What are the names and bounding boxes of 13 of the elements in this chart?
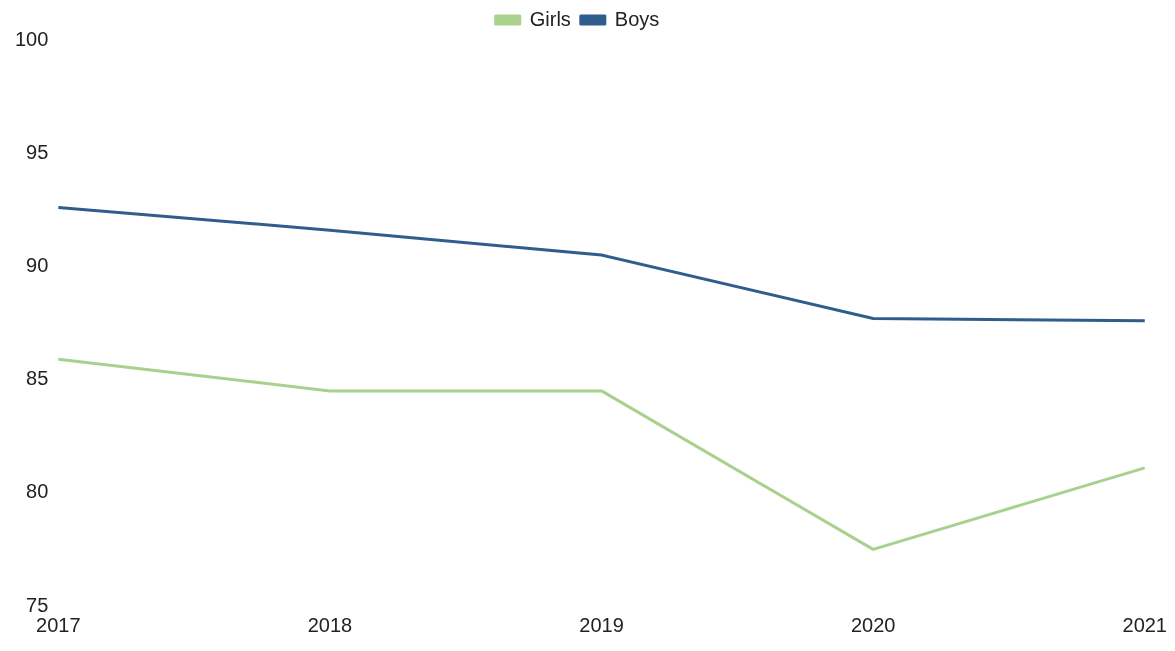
- legend-label: Boys: [614, 7, 660, 30]
- y-tick-label: 85: [26, 367, 49, 390]
- y-tick-label: 75: [26, 593, 49, 616]
- y-tick-label: 80: [26, 480, 49, 503]
- y-tick-label: 100: [14, 27, 49, 50]
- y-tick-label: 90: [26, 253, 49, 276]
- x-tick-label: 2018: [307, 613, 353, 636]
- legend-label: Girls: [529, 7, 571, 30]
- y-tick-label: 95: [26, 140, 49, 163]
- x-tick-label: 2020: [850, 613, 896, 636]
- x-tick-label: 2017: [36, 613, 81, 636]
- x-tick-label: 2019: [579, 613, 624, 636]
- x-tick-label: 2021: [1122, 613, 1167, 636]
